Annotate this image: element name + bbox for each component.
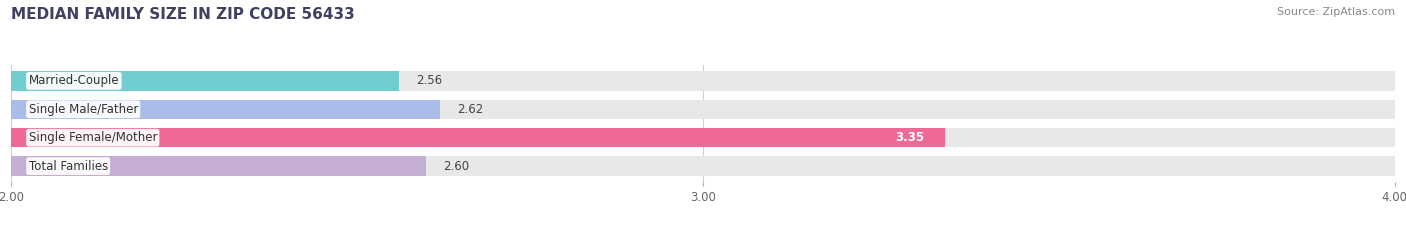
Bar — [11, 100, 1395, 119]
Text: Single Female/Mother: Single Female/Mother — [28, 131, 157, 144]
Bar — [11, 100, 440, 119]
Bar — [11, 128, 1395, 147]
Text: Married-Couple: Married-Couple — [28, 74, 120, 87]
Bar — [11, 128, 945, 147]
Text: Source: ZipAtlas.com: Source: ZipAtlas.com — [1277, 7, 1395, 17]
Bar — [11, 71, 399, 91]
Bar — [11, 156, 426, 176]
Text: 2.56: 2.56 — [416, 74, 441, 87]
Text: 2.62: 2.62 — [457, 103, 484, 116]
Text: Single Male/Father: Single Male/Father — [28, 103, 138, 116]
Bar — [11, 156, 1395, 176]
Text: MEDIAN FAMILY SIZE IN ZIP CODE 56433: MEDIAN FAMILY SIZE IN ZIP CODE 56433 — [11, 7, 354, 22]
Text: 2.60: 2.60 — [444, 160, 470, 173]
Text: Total Families: Total Families — [28, 160, 108, 173]
Bar — [11, 71, 1395, 91]
Text: 3.35: 3.35 — [896, 131, 924, 144]
